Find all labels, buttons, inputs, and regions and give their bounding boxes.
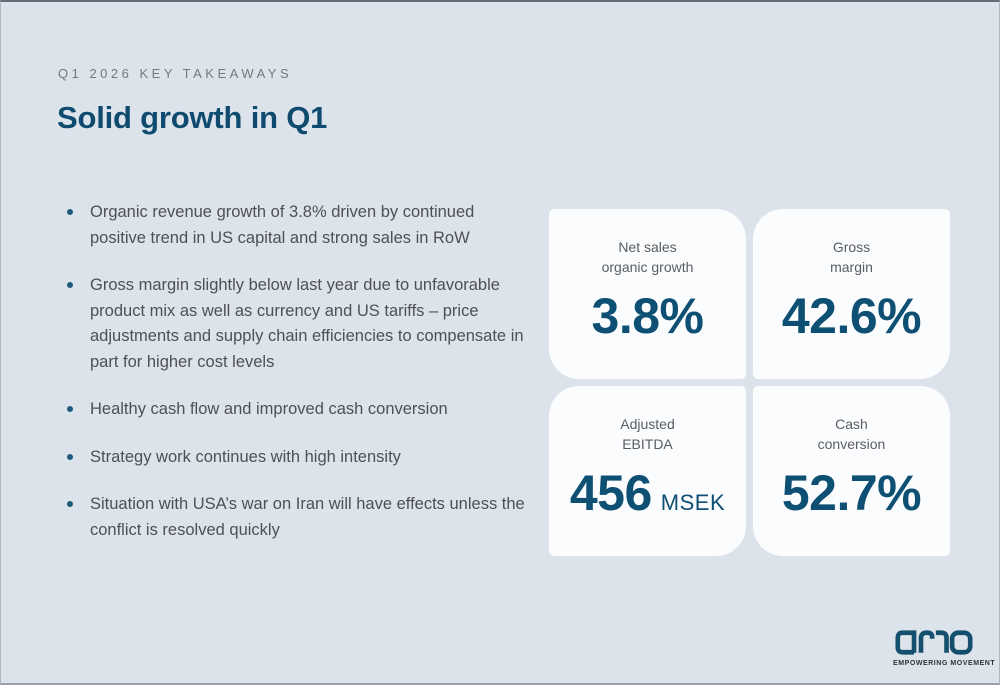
list-item: Gross margin slightly below last year du…: [65, 273, 533, 375]
bullet-icon: [67, 406, 73, 412]
bullet-icon: [67, 209, 73, 215]
list-item: Organic revenue growth of 3.8% driven by…: [65, 200, 533, 251]
kpi-card-gross-margin: Gross margin 42.6%: [753, 209, 950, 379]
bullet-text: Organic revenue growth of 3.8% driven by…: [90, 203, 475, 247]
list-item: Situation with USA’s war on Iran will ha…: [65, 492, 533, 543]
kpi-card-net-sales-organic-growth: Net sales organic growth 3.8%: [549, 209, 746, 379]
bullet-text: Strategy work continues with high intens…: [90, 447, 401, 466]
bullet-text: Situation with USA’s war on Iran will ha…: [90, 495, 525, 539]
kpi-card-cash-conversion: Cash conversion 52.7%: [753, 386, 950, 556]
key-takeaways-list: Organic revenue growth of 3.8% driven by…: [65, 200, 533, 565]
kpi-label: Gross margin: [830, 239, 873, 275]
bullet-icon: [67, 501, 73, 507]
kpi-label: Adjusted EBITDA: [620, 416, 675, 452]
kpi-card-grid: Net sales organic growth 3.8% Gross marg…: [549, 209, 950, 556]
kpi-value: 3.8%: [591, 288, 704, 344]
list-item: Healthy cash flow and improved cash conv…: [65, 397, 533, 423]
bullet-icon: [67, 453, 73, 460]
kpi-label: Cash conversion: [817, 416, 886, 452]
kpi-card-adjusted-ebitda: Adjusted EBITDA 456 MSEK: [549, 386, 746, 556]
eyebrow-label: Q1 2026 KEY TAKEAWAYS: [58, 66, 293, 81]
arjo-logo: EMPOWERING MOVEMENT: [893, 628, 996, 667]
bullet-icon: [67, 282, 73, 288]
kpi-label: Net sales organic growth: [601, 239, 694, 275]
kpi-value: 42.6%: [781, 288, 922, 344]
kpi-unit: MSEK: [660, 490, 726, 515]
bullet-text: Healthy cash flow and improved cash conv…: [90, 400, 448, 418]
bullet-text: Gross margin slightly below last year du…: [90, 276, 524, 371]
kpi-value: 456 MSEK: [569, 465, 726, 521]
kpi-value: 52.7%: [781, 465, 922, 521]
list-item: Strategy work continues with high intens…: [65, 445, 533, 471]
page-title: Solid growth in Q1: [57, 100, 328, 135]
logo-tagline: EMPOWERING MOVEMENT: [893, 660, 996, 667]
arjo-wordmark-icon: [895, 630, 973, 655]
